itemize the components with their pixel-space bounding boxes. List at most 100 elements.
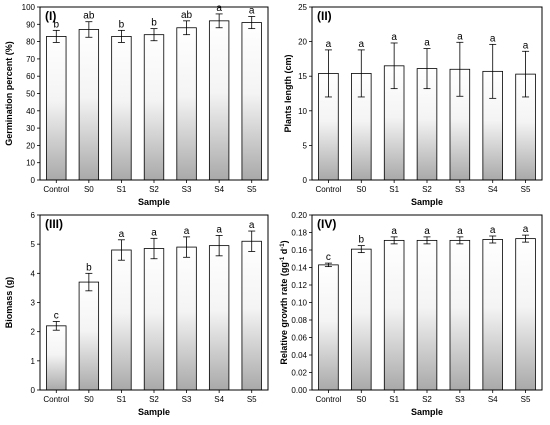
x-axis-label: Sample	[138, 197, 170, 207]
error-bar-S2	[423, 236, 431, 245]
chart-panel-4: c Control b S0 a S1 a S2 a S3 a S4 a S5 0.00 0.02 0.04 0.…	[279, 211, 543, 417]
x-tick-label: S4	[488, 395, 498, 404]
significance-letter-S2: a	[424, 38, 430, 49]
significance-letter-S0: b	[359, 235, 365, 246]
plot-frame	[311, 6, 543, 181]
error-bar-S3	[456, 41, 464, 97]
y-tick-label: 50	[26, 90, 35, 99]
significance-letter-S1: b	[119, 19, 125, 30]
error-bar-S1	[390, 236, 398, 245]
x-axis-label: Sample	[138, 407, 170, 417]
x-tick-label: S2	[422, 395, 432, 404]
y-tick-label: 0.12	[291, 281, 307, 290]
significance-letter-S3: a	[457, 226, 463, 237]
error-bar-S3	[456, 236, 464, 245]
x-tick-label: S5	[521, 185, 531, 194]
bar-S5	[515, 238, 536, 391]
x-tick-label: S5	[247, 185, 257, 194]
x-tick-label: S0	[356, 185, 366, 194]
x-tick-label: S2	[149, 395, 159, 404]
significance-letter-S4: a	[216, 224, 222, 235]
y-tick-label: 5	[303, 141, 308, 150]
significance-letter-S3: a	[184, 226, 190, 237]
y-tick-label: 0.14	[291, 264, 307, 273]
y-tick-label: 0.04	[291, 351, 307, 360]
error-bar-S1	[117, 239, 125, 261]
chart-panel-3: c Control b S0 a S1 a S2 a S3 a S4 a S5 0 1 2 3 4 5 6 (III) Sa…	[4, 211, 269, 417]
significance-letter-S2: b	[151, 18, 157, 29]
bar-S5	[241, 240, 262, 391]
x-tick-label: S5	[521, 395, 531, 404]
significance-letter-S5: a	[249, 220, 255, 231]
error-bar-S0	[85, 272, 93, 292]
y-tick-label: 40	[26, 107, 35, 116]
y-tick-label: 0	[31, 386, 36, 395]
error-bar-S4	[215, 13, 223, 29]
y-axis-label: Plants length (cm)	[283, 54, 293, 132]
significance-letter-S3: ab	[181, 10, 193, 21]
bar-S3	[449, 239, 471, 391]
x-tick-label: S3	[182, 185, 192, 194]
y-tick-label: 0.10	[291, 299, 307, 308]
significance-letter-S5: a	[249, 6, 255, 17]
chart-panel-2: a Control a S0 a S1 a S2 a S3 a S4 a S5 0 5 10 15 20 25 (II)…	[283, 3, 543, 207]
bar-S0	[351, 248, 372, 391]
y-tick-label: 0.18	[291, 229, 307, 238]
error-bar-Control	[324, 49, 332, 98]
y-tick-label: 4	[31, 269, 36, 278]
significance-letter-S1: a	[391, 32, 397, 43]
y-tick-label: 0.06	[291, 334, 307, 343]
x-tick-label: S2	[422, 185, 432, 194]
bar-S0	[78, 29, 100, 181]
bar-S2	[143, 34, 165, 181]
error-bar-S5	[248, 230, 256, 252]
error-bar-S2	[423, 48, 431, 90]
y-tick-label: 0.20	[291, 211, 307, 220]
bar-S4	[208, 20, 230, 181]
bar-S1	[111, 249, 132, 391]
error-bar-S5	[248, 16, 256, 30]
x-tick-label: S1	[389, 185, 399, 194]
y-axis-label: Relative growth rate (gg-1 d-1)	[279, 240, 289, 364]
y-tick-label: 20	[298, 38, 307, 47]
y-tick-label: 2	[31, 328, 36, 337]
x-tick-label: S1	[389, 395, 399, 404]
y-tick-label: 1	[31, 357, 36, 366]
significance-letter-S4: a	[490, 225, 496, 236]
bar-S3	[176, 27, 197, 181]
x-tick-label: Control	[316, 185, 342, 194]
x-tick-label: S3	[455, 395, 465, 404]
y-tick-label: 6	[31, 211, 36, 220]
bar-S2	[143, 248, 165, 391]
bar-S5	[241, 22, 262, 181]
x-tick-label: S0	[356, 395, 366, 404]
bar-S1	[111, 36, 132, 181]
bar-S2	[416, 239, 438, 391]
x-tick-label: S5	[247, 395, 257, 404]
y-tick-label: 0	[31, 176, 36, 185]
bar-Control	[46, 36, 67, 181]
significance-letter-Control: c	[54, 310, 59, 321]
error-bar-S1	[390, 42, 398, 90]
panel-title: (III)	[45, 217, 63, 231]
y-tick-label: 0.08	[291, 316, 307, 325]
error-bar-S5	[522, 234, 530, 243]
y-tick-label: 0.16	[291, 246, 307, 255]
x-axis-label: Sample	[411, 407, 443, 417]
significance-letter-S5: a	[523, 224, 529, 235]
significance-letter-S1: a	[391, 226, 397, 237]
error-bar-S0	[357, 49, 365, 98]
y-tick-label: 30	[26, 124, 35, 133]
x-tick-label: Control	[43, 185, 69, 194]
x-tick-label: S0	[84, 395, 94, 404]
y-axis-label: Germination percent (%)	[4, 41, 14, 146]
error-bar-S0	[85, 21, 93, 38]
bar-S3	[176, 246, 197, 391]
error-bar-S1	[117, 29, 125, 43]
bar-Control	[318, 264, 339, 391]
y-tick-label: 3	[31, 299, 36, 308]
error-bar-S3	[183, 20, 191, 36]
error-bar-S0	[357, 245, 365, 254]
error-bar-Control	[324, 262, 332, 268]
panel-title: (IV)	[317, 217, 336, 231]
